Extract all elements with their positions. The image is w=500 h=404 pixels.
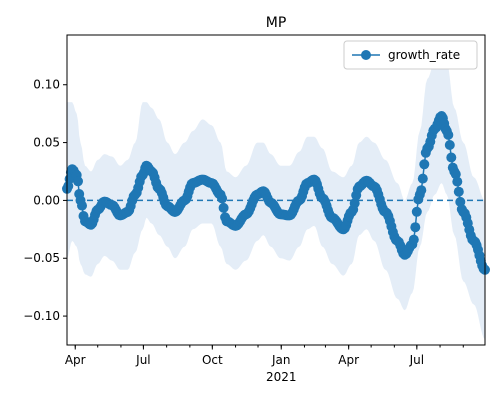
series-points-layer <box>62 111 490 275</box>
data-point <box>408 234 419 245</box>
data-point <box>446 152 457 163</box>
confidence-band <box>67 50 485 340</box>
x-tick-label: Jan <box>271 353 291 367</box>
plot-frame <box>66 34 486 346</box>
data-point <box>217 193 228 204</box>
y-tick-label: −0.10 <box>23 309 60 323</box>
y-tick-label: 0.00 <box>33 193 60 207</box>
data-point <box>349 198 360 209</box>
y-tick-label: −0.05 <box>23 251 60 265</box>
x-tick-label: Oct <box>202 353 223 367</box>
data-point <box>73 176 83 187</box>
x-year-label: 2021 <box>266 370 297 384</box>
data-point <box>417 173 428 184</box>
chart-title: MP <box>266 15 287 31</box>
data-point <box>453 186 464 197</box>
data-point <box>455 196 466 207</box>
y-axis: −0.10 −0.05 0.00 0.05 0.10 <box>23 78 67 323</box>
data-point <box>444 140 455 150</box>
y-tick-label: 0.05 <box>33 136 60 150</box>
legend-label: growth_rate <box>388 48 460 62</box>
data-point <box>411 206 422 217</box>
data-point <box>450 169 461 180</box>
data-point <box>416 185 427 196</box>
x-tick-label: Jul <box>135 353 150 367</box>
x-tick-label: Jul <box>409 353 424 367</box>
data-point <box>218 202 229 213</box>
data-point <box>443 129 454 140</box>
legend-marker <box>361 50 371 60</box>
data-point <box>452 176 463 187</box>
x-tick-label: Apr <box>65 353 86 367</box>
confidence-band-layer <box>67 50 485 340</box>
legend: growth_rate <box>343 40 478 70</box>
data-point <box>77 200 87 211</box>
y-tick-label: 0.10 <box>33 78 60 92</box>
data-point <box>410 222 421 233</box>
x-axis: Apr Jul Oct Jan Apr Jul 2021 <box>65 345 464 384</box>
x-tick-label: Apr <box>338 353 359 367</box>
data-point <box>419 159 430 170</box>
legend-box <box>343 40 478 70</box>
